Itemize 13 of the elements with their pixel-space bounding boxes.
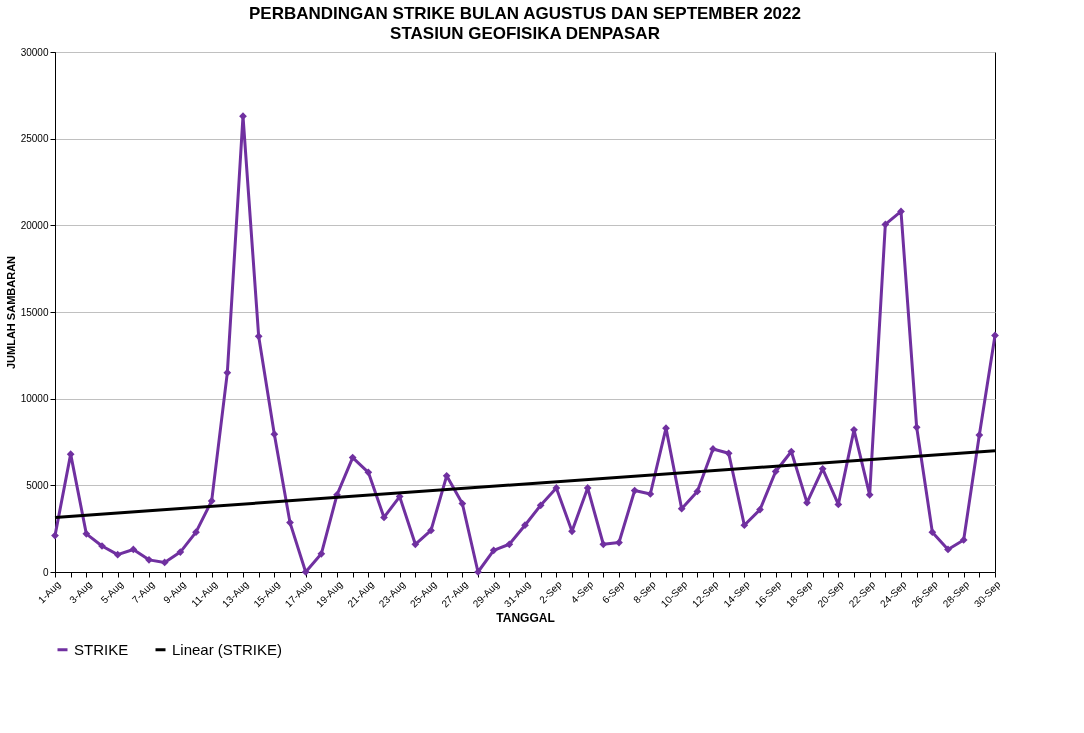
chart-title: PERBANDINGAN STRIKE BULAN AGUSTUS DAN SEPTEMBER 2022	[249, 4, 801, 23]
y-tick-label: 25000	[20, 133, 49, 145]
legend-label: STRIKE	[74, 640, 129, 658]
chart-subtitle: STASIUN GEOFISIKA DENPASAR	[390, 24, 660, 43]
y-tick-label: 10000	[20, 393, 49, 405]
y-axis-title: JUMLAH SAMBARAN	[4, 255, 17, 370]
y-tick-label: 5000	[26, 479, 49, 491]
x-axis-title: TANGGAL	[496, 611, 555, 626]
legend-label: Linear (STRIKE)	[172, 640, 283, 658]
y-tick-label: 30000	[20, 46, 49, 58]
y-tick-label: 0	[42, 566, 49, 578]
y-tick-label: 20000	[20, 219, 49, 231]
y-tick-label: 15000	[20, 306, 49, 318]
